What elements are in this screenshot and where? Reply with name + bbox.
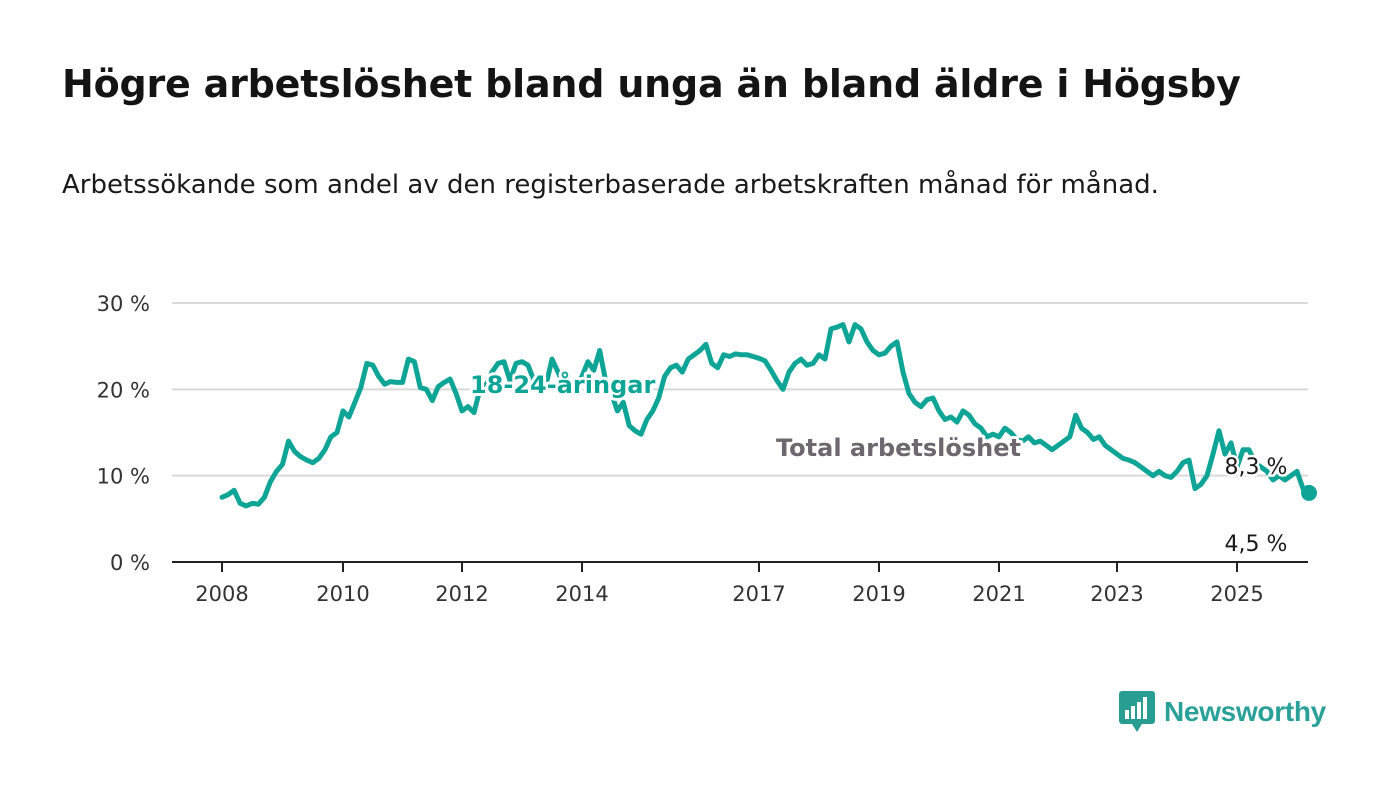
x-tick-label: 2025 xyxy=(1210,582,1263,606)
x-tick-label: 2010 xyxy=(316,582,369,606)
series-labels: 18-24-åringar Total arbetslöshet 8,3 % 4,5 … xyxy=(467,367,1290,560)
chart-title: Högre arbetslöshet bland unga än bland ä… xyxy=(62,62,1241,106)
bar-chart-speech-bubble-icon xyxy=(1119,691,1155,732)
gridlines xyxy=(172,302,1308,477)
end-label-youth: 4,5 % xyxy=(1225,532,1288,557)
chart-subtitle: Arbetssökande som andel av den registerb… xyxy=(62,170,1159,200)
brand-name: Newsworthy xyxy=(1164,696,1326,727)
x-tick-label: 2019 xyxy=(852,582,905,606)
x-axis-ticks: 2008 2010 2012 2014 2017 2019 2021 2023 2025 xyxy=(172,561,1308,606)
y-tick-label: 10 % xyxy=(97,465,150,489)
series-line xyxy=(219,322,1312,509)
series-label-youth: 18-24-åringar xyxy=(470,370,655,399)
series-end-dot xyxy=(1301,484,1317,501)
newsworthy-logo[interactable]: Newsworthy xyxy=(1118,690,1326,734)
series-label-total: Total arbetslöshet xyxy=(776,434,1021,462)
x-tick-label: 2012 xyxy=(435,582,488,606)
y-axis-ticks: 0 % 10 % 20 % 30 % xyxy=(97,292,150,575)
y-tick-label: 30 % xyxy=(97,292,150,316)
y-tick-label: 0 % xyxy=(110,551,150,575)
end-label-total: 8,3 % xyxy=(1225,455,1288,480)
x-tick-label: 2017 xyxy=(732,582,785,606)
y-tick-label: 20 % xyxy=(97,378,150,402)
series-lines xyxy=(219,322,1317,509)
x-tick-label: 2021 xyxy=(972,582,1025,606)
x-tick-label: 2014 xyxy=(555,582,608,606)
x-tick-label: 2008 xyxy=(195,582,248,606)
x-tick-label: 2023 xyxy=(1090,582,1143,606)
